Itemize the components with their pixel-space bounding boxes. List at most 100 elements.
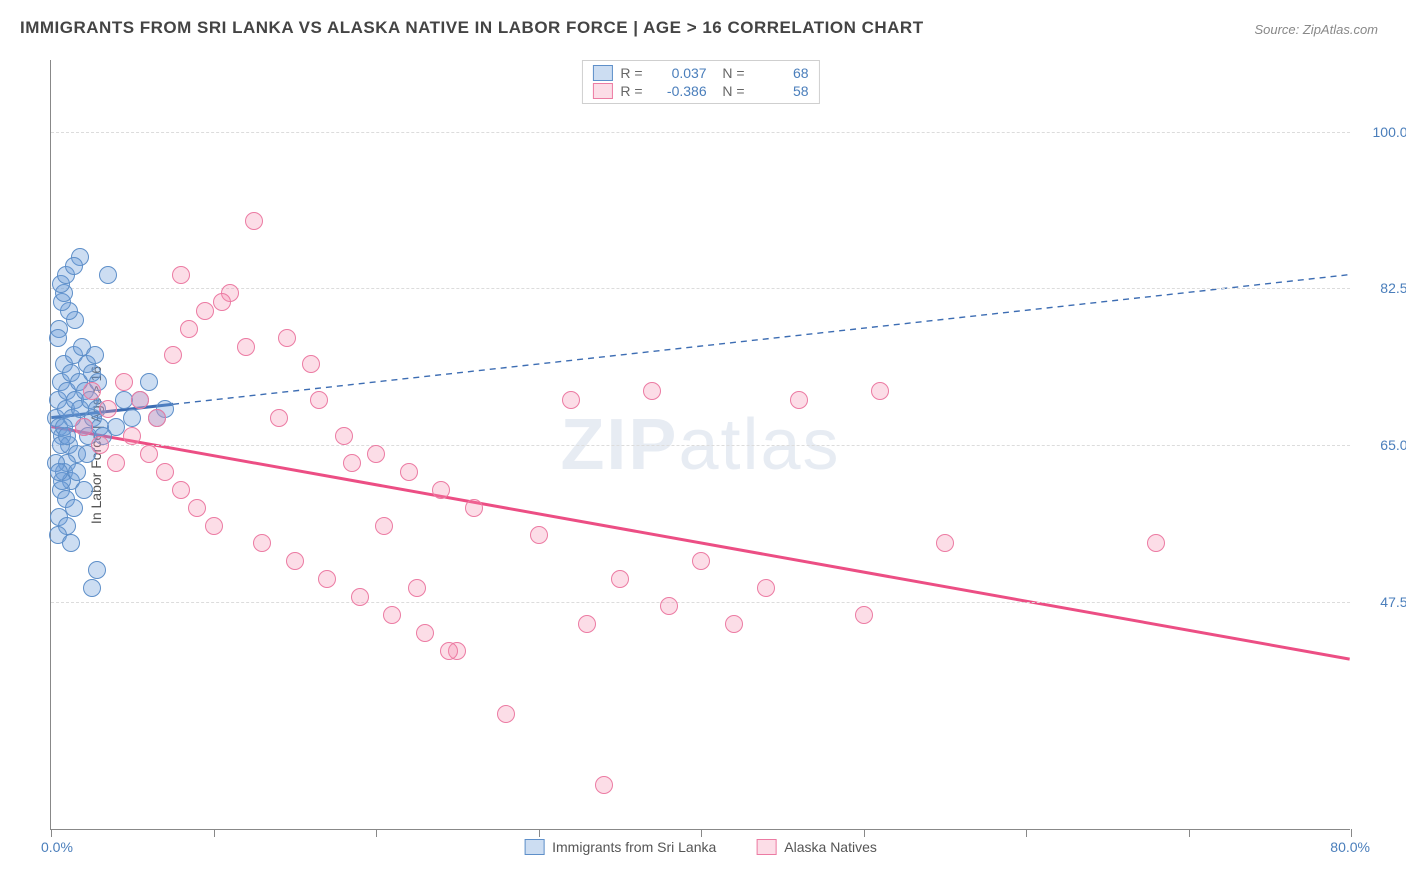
r-value-1: -0.386 <box>651 83 707 99</box>
swatch-series-0 <box>592 65 612 81</box>
x-tick <box>376 829 377 837</box>
data-point-series-1 <box>578 615 596 633</box>
x-tick <box>701 829 702 837</box>
data-point-series-1 <box>351 588 369 606</box>
data-point-series-0 <box>88 561 106 579</box>
data-point-series-1 <box>1147 534 1165 552</box>
data-point-series-1 <box>790 391 808 409</box>
swatch-bottom-1 <box>756 839 776 855</box>
data-point-series-0 <box>107 418 125 436</box>
data-point-series-0 <box>58 427 76 445</box>
data-point-series-0 <box>140 373 158 391</box>
x-tick <box>1026 829 1027 837</box>
data-point-series-1 <box>440 642 458 660</box>
data-point-series-1 <box>367 445 385 463</box>
data-point-series-1 <box>278 329 296 347</box>
y-tick-label: 100.0% <box>1360 124 1406 140</box>
legend-row-series-1: R = -0.386 N = 58 <box>592 83 808 99</box>
data-point-series-1 <box>99 400 117 418</box>
data-point-series-1 <box>725 615 743 633</box>
data-point-series-1 <box>270 409 288 427</box>
series-0-name: Immigrants from Sri Lanka <box>552 839 716 855</box>
data-point-series-1 <box>611 570 629 588</box>
chart-container: IMMIGRANTS FROM SRI LANKA VS ALASKA NATI… <box>0 0 1406 892</box>
data-point-series-1 <box>172 266 190 284</box>
r-value-0: 0.037 <box>651 65 707 81</box>
data-point-series-0 <box>68 463 86 481</box>
data-point-series-1 <box>140 445 158 463</box>
data-point-series-1 <box>148 409 166 427</box>
data-point-series-1 <box>188 499 206 517</box>
data-point-series-0 <box>65 257 83 275</box>
data-point-series-0 <box>62 534 80 552</box>
data-point-series-1 <box>302 355 320 373</box>
gridline <box>51 288 1350 289</box>
data-point-series-1 <box>91 436 109 454</box>
x-tick <box>51 829 52 837</box>
plot-area: ZIPatlas In Labor Force | Age > 16 0.0% … <box>50 60 1350 830</box>
data-point-series-1 <box>196 302 214 320</box>
data-point-series-1 <box>164 346 182 364</box>
data-point-series-1 <box>562 391 580 409</box>
data-point-series-1 <box>757 579 775 597</box>
series-legend: Immigrants from Sri Lanka Alaska Natives <box>524 839 877 855</box>
swatch-series-1 <box>592 83 612 99</box>
data-point-series-1 <box>335 427 353 445</box>
data-point-series-1 <box>107 454 125 472</box>
data-point-series-1 <box>131 391 149 409</box>
y-tick-label: 65.0% <box>1360 437 1406 453</box>
data-point-series-1 <box>497 705 515 723</box>
gridline <box>51 445 1350 446</box>
x-axis-min-label: 0.0% <box>41 839 73 855</box>
data-point-series-1 <box>383 606 401 624</box>
data-point-series-1 <box>375 517 393 535</box>
data-point-series-0 <box>99 266 117 284</box>
data-point-series-1 <box>83 382 101 400</box>
data-point-series-1 <box>253 534 271 552</box>
gridline <box>51 132 1350 133</box>
data-point-series-1 <box>213 293 231 311</box>
legend-item-series-0: Immigrants from Sri Lanka <box>524 839 716 855</box>
data-point-series-1 <box>408 579 426 597</box>
data-point-series-1 <box>432 481 450 499</box>
data-point-series-0 <box>49 329 67 347</box>
y-tick-label: 82.5% <box>1360 280 1406 296</box>
n-value-1: 58 <box>753 83 809 99</box>
trend-line <box>173 275 1350 405</box>
data-point-series-1 <box>172 481 190 499</box>
data-point-series-1 <box>343 454 361 472</box>
data-point-series-1 <box>855 606 873 624</box>
data-point-series-1 <box>310 391 328 409</box>
data-point-series-0 <box>123 409 141 427</box>
chart-title: IMMIGRANTS FROM SRI LANKA VS ALASKA NATI… <box>20 18 924 38</box>
x-tick <box>864 829 865 837</box>
swatch-bottom-0 <box>524 839 544 855</box>
data-point-series-0 <box>83 579 101 597</box>
data-point-series-1 <box>156 463 174 481</box>
data-point-series-1 <box>237 338 255 356</box>
data-point-series-1 <box>530 526 548 544</box>
data-point-series-1 <box>245 212 263 230</box>
data-point-series-1 <box>123 427 141 445</box>
data-point-series-1 <box>318 570 336 588</box>
data-point-series-1 <box>75 418 93 436</box>
data-point-series-1 <box>400 463 418 481</box>
data-point-series-0 <box>50 463 68 481</box>
data-point-series-1 <box>643 382 661 400</box>
legend-row-series-0: R = 0.037 N = 68 <box>592 65 808 81</box>
data-point-series-0 <box>86 346 104 364</box>
x-tick <box>1189 829 1190 837</box>
x-tick <box>1351 829 1352 837</box>
data-point-series-1 <box>180 320 198 338</box>
data-point-series-1 <box>692 552 710 570</box>
gridline <box>51 602 1350 603</box>
n-value-0: 68 <box>753 65 809 81</box>
data-point-series-1 <box>465 499 483 517</box>
data-point-series-1 <box>595 776 613 794</box>
data-point-series-1 <box>871 382 889 400</box>
x-tick <box>214 829 215 837</box>
x-axis-max-label: 80.0% <box>1330 839 1370 855</box>
x-tick <box>539 829 540 837</box>
data-point-series-1 <box>936 534 954 552</box>
data-point-series-1 <box>660 597 678 615</box>
